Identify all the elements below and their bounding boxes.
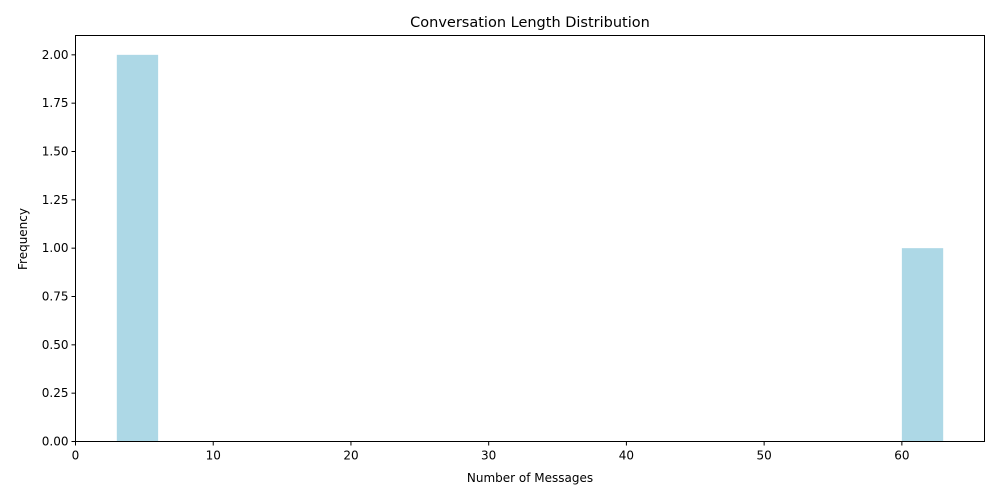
y-tick-label-6: 1.50 [42, 145, 69, 159]
y-tick-label-3: 0.75 [42, 290, 69, 304]
histogram-bar-1 [901, 248, 944, 442]
chart-title: Conversation Length Distribution [410, 15, 650, 31]
bars-group [116, 54, 944, 442]
x-axis-ticks: 0 10 20 30 40 50 60 [72, 441, 910, 463]
y-tick-label-8: 2.00 [42, 48, 69, 62]
x-axis-label: Number of Messages [467, 471, 593, 485]
histogram-bar-0 [116, 54, 159, 442]
x-tick-label-3: 30 [481, 449, 496, 463]
x-tick-label-1: 10 [206, 449, 221, 463]
y-tick-label-1: 0.25 [42, 386, 69, 400]
x-tick-label-0: 0 [72, 449, 80, 463]
y-tick-label-4: 1.00 [42, 241, 69, 255]
y-tick-label-0: 0.00 [42, 435, 69, 449]
plot-area-frame [75, 35, 985, 442]
y-axis-label: Frequency [16, 208, 30, 270]
y-tick-label-7: 1.75 [42, 96, 69, 110]
y-axis-ticks: 0.00 0.25 0.50 0.75 1.00 1.25 1.50 1.75 2.00 [42, 48, 76, 449]
y-tick-label-5: 1.25 [42, 193, 69, 207]
x-tick-label-4: 40 [619, 449, 634, 463]
x-tick-label-2: 20 [343, 449, 358, 463]
x-tick-label-5: 50 [756, 449, 771, 463]
x-tick-label-6: 60 [894, 449, 909, 463]
y-tick-label-2: 0.50 [42, 338, 69, 352]
